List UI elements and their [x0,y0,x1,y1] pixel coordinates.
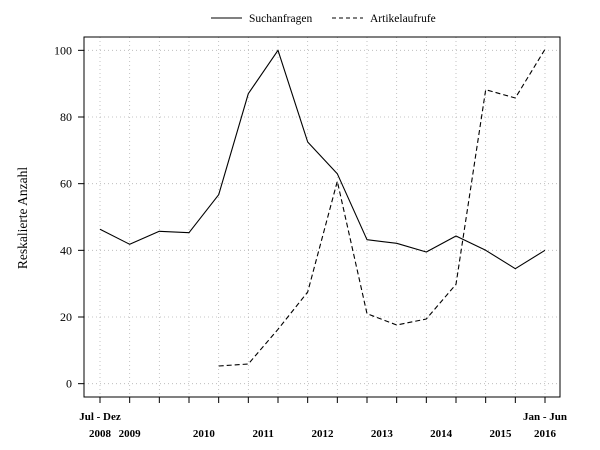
x-tick-label: 2012 [312,428,335,440]
y-tick-label: 20 [60,310,72,324]
x-tick-label: 2013 [371,428,394,440]
legend: Suchanfragen Artikelaufrufe [211,13,436,25]
x-tick-label: 2015 [490,428,513,440]
y-tick-label: 40 [60,243,72,257]
plot-area: 0 20 40 60 80 100 Jul - Dez 2008 2009 2010 2011 201… [54,37,567,440]
y-tick-label: 80 [60,110,72,124]
plot-frame [83,36,561,398]
x-tick-label: Jan - Jun [523,411,567,423]
x-tick-label: 2014 [430,428,453,440]
y-axis-label: Reskalierte Anzahl [15,167,30,270]
series-line-artikelaufrufe [218,49,546,367]
legend-label-artikelaufrufe: Artikelaufrufe [370,13,436,25]
x-tick-label: 2008 [89,428,112,440]
legend-label-suchanfragen: Suchanfragen [249,13,312,25]
series-line-suchanfragen [99,49,546,270]
x-tick-label: Jul - Dez [79,411,121,423]
x-tick-label: 2016 [534,428,557,440]
y-tick-label: 60 [60,177,72,191]
x-tick-label: 2009 [119,428,142,440]
y-tick-label: 100 [54,43,72,57]
x-tick-label: 2010 [193,428,216,440]
x-tick-label: 2011 [252,428,273,440]
y-tick-label: 0 [66,377,72,391]
